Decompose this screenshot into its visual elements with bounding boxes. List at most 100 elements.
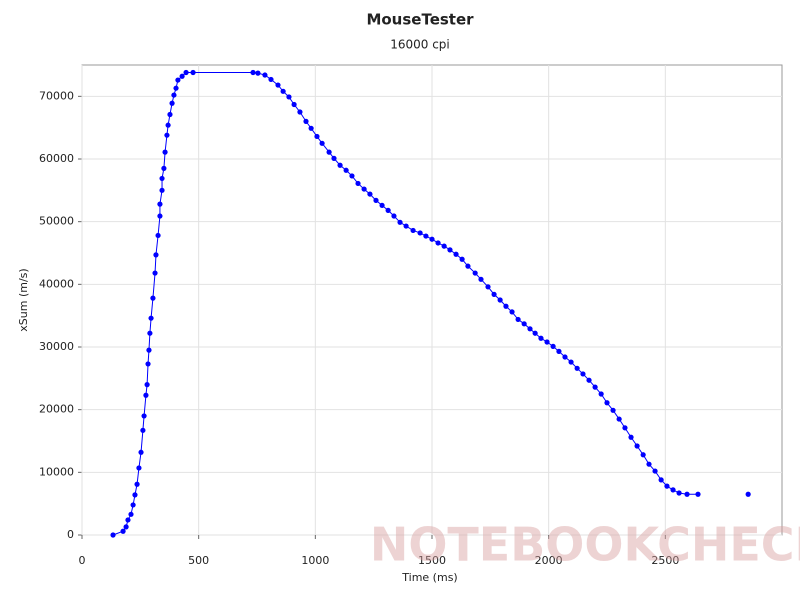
data-point xyxy=(128,511,134,517)
data-point xyxy=(169,100,175,106)
data-point xyxy=(167,111,173,118)
data-point xyxy=(130,502,136,508)
x-axis-label: Time (ms) xyxy=(401,571,457,584)
data-point xyxy=(586,377,592,383)
data-point xyxy=(262,72,268,78)
data-point xyxy=(459,256,465,262)
y-tick-label: 50000 xyxy=(39,215,74,228)
y-tick-label: 40000 xyxy=(39,277,74,290)
x-tick-label: 1000 xyxy=(301,554,329,567)
data-point xyxy=(190,69,196,76)
data-point xyxy=(379,202,385,208)
data-point xyxy=(355,180,361,187)
data-point xyxy=(397,219,403,225)
x-tick-label: 2500 xyxy=(651,554,679,567)
data-point xyxy=(343,167,349,173)
data-point xyxy=(183,69,189,76)
data-point xyxy=(148,315,154,321)
y-tick-label: 0 xyxy=(67,528,74,541)
data-point xyxy=(497,297,503,303)
data-point xyxy=(544,339,550,345)
data-point xyxy=(478,276,484,282)
data-point xyxy=(125,517,131,523)
data-point xyxy=(361,186,367,192)
data-point xyxy=(297,109,303,115)
data-point xyxy=(622,425,628,431)
data-point xyxy=(157,213,163,219)
y-tick-label: 60000 xyxy=(39,152,74,165)
data-point xyxy=(373,197,379,203)
data-point xyxy=(250,69,256,76)
chart-subtitle: 16000 cpi xyxy=(390,38,450,52)
data-point xyxy=(146,347,152,353)
data-point xyxy=(616,416,622,422)
data-point xyxy=(141,413,147,419)
data-point xyxy=(255,70,261,76)
data-point xyxy=(153,252,159,258)
data-point xyxy=(684,491,690,497)
data-point xyxy=(592,384,598,390)
data-point xyxy=(173,85,179,91)
data-point xyxy=(175,77,181,83)
data-point xyxy=(159,175,165,182)
data-point xyxy=(120,528,126,534)
data-point xyxy=(538,335,544,341)
x-tick-label: 1500 xyxy=(418,554,446,567)
x-tick-label: 2000 xyxy=(535,554,563,567)
data-point xyxy=(171,92,177,98)
data-point xyxy=(447,247,453,253)
x-tick-label: 500 xyxy=(188,554,209,567)
data-point xyxy=(132,492,138,498)
data-point xyxy=(634,443,640,449)
data-point xyxy=(286,94,292,100)
data-point xyxy=(664,483,670,489)
data-point xyxy=(695,491,701,497)
data-point xyxy=(280,88,286,94)
data-point xyxy=(303,118,309,124)
data-point xyxy=(155,232,161,239)
data-point xyxy=(556,348,562,354)
data-point xyxy=(385,207,391,213)
data-point xyxy=(275,82,281,88)
data-point xyxy=(652,468,658,474)
data-point xyxy=(268,76,274,83)
data-point xyxy=(610,407,616,413)
data-point xyxy=(291,101,297,108)
data-point xyxy=(670,487,676,493)
data-point xyxy=(152,270,158,276)
data-point xyxy=(319,140,325,146)
data-point xyxy=(574,365,580,371)
data-point xyxy=(162,149,168,155)
data-point xyxy=(521,321,527,327)
data-point xyxy=(308,125,314,131)
data-point xyxy=(410,227,416,234)
data-point xyxy=(143,392,149,398)
data-point xyxy=(134,481,140,487)
data-point xyxy=(337,162,343,168)
data-point xyxy=(391,213,397,219)
data-point xyxy=(441,243,447,249)
data-point xyxy=(164,132,170,138)
data-point xyxy=(429,236,435,242)
x-tick-label: 0 xyxy=(79,554,86,567)
data-point xyxy=(110,532,116,538)
data-point xyxy=(314,133,320,140)
data-point xyxy=(179,73,185,79)
data-point xyxy=(165,122,171,128)
data-point xyxy=(150,295,156,301)
data-point xyxy=(515,316,521,323)
data-point xyxy=(326,149,332,155)
y-tick-label: 70000 xyxy=(39,89,74,102)
data-point xyxy=(580,371,586,377)
data-point xyxy=(144,382,150,388)
chart-title: MouseTester xyxy=(366,11,474,29)
data-point xyxy=(159,187,165,193)
data-point xyxy=(161,165,167,171)
data-point xyxy=(140,427,146,433)
data-point xyxy=(676,490,682,496)
data-point xyxy=(403,223,409,229)
data-point xyxy=(598,391,604,397)
data-point xyxy=(568,359,574,365)
data-point xyxy=(123,524,129,530)
